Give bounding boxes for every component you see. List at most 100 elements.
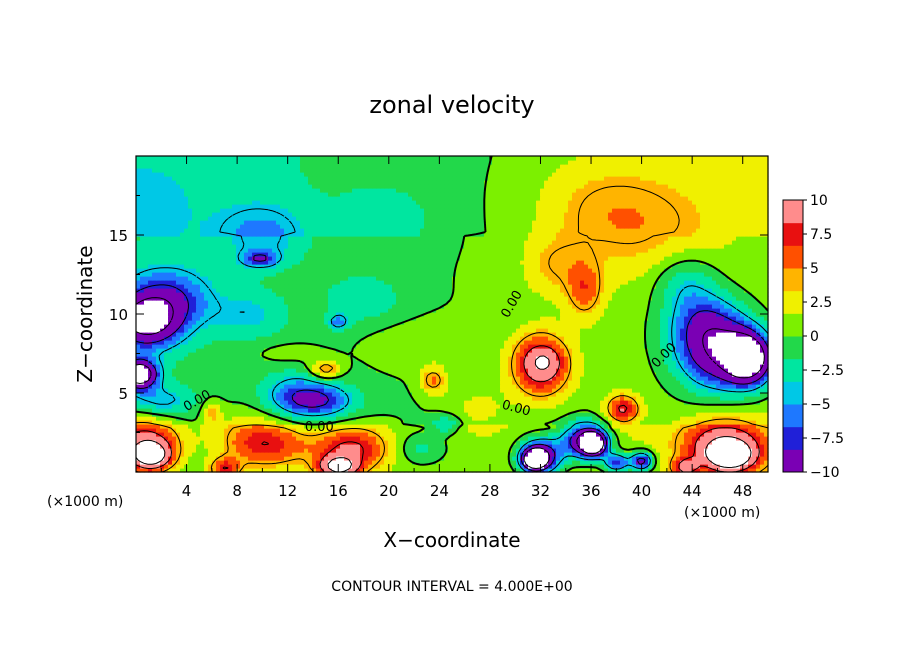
heatmap-cell (504, 452, 509, 457)
heatmap-cell (236, 448, 241, 453)
heatmap-cell (720, 468, 725, 473)
heatmap-cell (528, 448, 533, 453)
heatmap-cell (420, 348, 425, 353)
heatmap-cell (608, 464, 613, 469)
heatmap-cell (212, 464, 217, 469)
heatmap-cell (176, 384, 181, 389)
heatmap-cell (748, 360, 753, 365)
heatmap-cell (636, 380, 641, 385)
heatmap-cell (408, 372, 413, 377)
heatmap-cell (268, 464, 273, 469)
heatmap-cell (560, 388, 565, 393)
heatmap-cell (488, 420, 493, 425)
heatmap-cell (308, 344, 313, 349)
heatmap-cell (372, 448, 377, 453)
heatmap-cell (424, 396, 429, 401)
heatmap-cell (648, 456, 653, 461)
heatmap-cell (272, 444, 277, 449)
heatmap-cell (764, 376, 769, 381)
heatmap-cell (368, 404, 373, 409)
heatmap-cell (512, 396, 517, 401)
heatmap-cell (460, 360, 465, 365)
heatmap-cell (488, 392, 493, 397)
heatmap-cell (516, 440, 521, 445)
heatmap-cell (192, 364, 197, 369)
heatmap-cell (628, 384, 633, 389)
heatmap-cell (760, 436, 765, 441)
heatmap-cell (196, 344, 201, 349)
heatmap-cell (388, 344, 393, 349)
heatmap-cell (696, 360, 701, 365)
heatmap-cell (320, 464, 325, 469)
heatmap-cell (720, 412, 725, 417)
heatmap-cell (352, 452, 357, 457)
heatmap-cell (640, 448, 645, 453)
heatmap-cell (752, 376, 757, 381)
heatmap-cell (548, 400, 553, 405)
heatmap-cell (188, 436, 193, 441)
heatmap-cell (480, 380, 485, 385)
heatmap-cell (396, 428, 401, 433)
heatmap-cell (408, 428, 413, 433)
heatmap-cell (624, 420, 629, 425)
heatmap-cell (432, 388, 437, 393)
heatmap-cell (188, 404, 193, 409)
heatmap-cell (544, 352, 549, 357)
heatmap-cell (228, 436, 233, 441)
heatmap-cell (260, 376, 265, 381)
heatmap-cell (176, 376, 181, 381)
heatmap-cell (480, 396, 485, 401)
heatmap-cell (428, 360, 433, 365)
heatmap-cell (480, 444, 485, 449)
heatmap-cell (300, 456, 305, 461)
heatmap-cell (236, 404, 241, 409)
heatmap-cell (500, 424, 505, 429)
heatmap-cell (580, 436, 585, 441)
heatmap-cell (380, 444, 385, 449)
heatmap-cell (424, 424, 429, 429)
heatmap-cell (340, 392, 345, 397)
heatmap-cell (272, 404, 277, 409)
heatmap-cell (684, 352, 689, 357)
heatmap-cell (596, 412, 601, 417)
heatmap-cell (340, 360, 345, 365)
heatmap-cell (140, 432, 145, 437)
heatmap-cell (708, 380, 713, 385)
heatmap-cell (224, 360, 229, 365)
heatmap-cell (688, 440, 693, 445)
heatmap-cell (472, 464, 477, 469)
heatmap-cell (492, 444, 497, 449)
heatmap-cell (356, 452, 361, 457)
heatmap-cell (528, 408, 533, 413)
heatmap-cell (300, 468, 305, 473)
heatmap-cell (552, 392, 557, 397)
heatmap-cell (240, 372, 245, 377)
heatmap-cell (500, 400, 505, 405)
heatmap-cell (568, 420, 573, 425)
heatmap-cell (388, 412, 393, 417)
heatmap-cell (268, 416, 273, 421)
heatmap-cell (532, 348, 537, 353)
heatmap-cell (308, 360, 313, 365)
heatmap-cell (532, 384, 537, 389)
heatmap-cell (608, 368, 613, 373)
heatmap-cell (268, 440, 273, 445)
heatmap-cell (452, 416, 457, 421)
heatmap-cell (288, 424, 293, 429)
heatmap-cell (556, 404, 561, 409)
heatmap-cell (708, 416, 713, 421)
heatmap-cell (340, 396, 345, 401)
heatmap-cell (420, 344, 425, 349)
heatmap-cell (664, 444, 669, 449)
heatmap-cell (348, 388, 353, 393)
heatmap-cell (648, 440, 653, 445)
heatmap-cell (248, 420, 253, 425)
heatmap-cell (572, 372, 577, 377)
heatmap-cell (720, 420, 725, 425)
heatmap-cell (140, 468, 145, 473)
heatmap-cell (608, 428, 613, 433)
heatmap-cell (464, 376, 469, 381)
heatmap-cell (632, 348, 637, 353)
heatmap-cell (692, 420, 697, 425)
heatmap-cell (576, 368, 581, 373)
